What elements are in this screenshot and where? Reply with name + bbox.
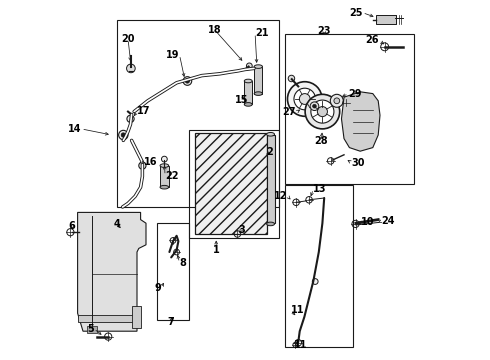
Text: 21: 21 (255, 28, 269, 38)
Text: 20: 20 (121, 34, 135, 44)
Text: 18: 18 (208, 24, 221, 35)
Bar (376, 15, 396, 24)
Circle shape (312, 279, 318, 284)
Text: 7: 7 (168, 317, 174, 327)
Text: 6: 6 (69, 221, 75, 231)
Circle shape (126, 64, 135, 73)
Ellipse shape (160, 164, 169, 167)
Text: 3: 3 (238, 225, 245, 235)
Bar (77, 315, 137, 322)
Circle shape (334, 98, 340, 104)
Bar (189, 130, 279, 238)
Text: 14: 14 (68, 124, 81, 134)
Circle shape (288, 82, 322, 116)
Ellipse shape (245, 103, 252, 106)
Polygon shape (342, 92, 380, 151)
Bar (195, 133, 267, 234)
Text: 9: 9 (154, 283, 161, 293)
Bar (285, 34, 414, 184)
Text: 29: 29 (349, 89, 362, 99)
Circle shape (311, 100, 334, 123)
Text: 13: 13 (314, 184, 327, 194)
Circle shape (310, 102, 319, 111)
Text: 16: 16 (144, 157, 157, 167)
Bar (245, 81, 252, 104)
Circle shape (288, 75, 294, 82)
Circle shape (318, 107, 327, 117)
Text: 11: 11 (294, 340, 308, 350)
Circle shape (299, 94, 310, 104)
Circle shape (119, 130, 128, 140)
Ellipse shape (254, 92, 263, 95)
Ellipse shape (267, 132, 274, 136)
Text: 19: 19 (166, 50, 179, 60)
Circle shape (305, 94, 340, 129)
Bar (267, 135, 274, 223)
Ellipse shape (245, 79, 252, 83)
Bar (157, 223, 189, 320)
Circle shape (121, 133, 125, 137)
Text: 27: 27 (283, 107, 296, 117)
Circle shape (246, 63, 252, 69)
Text: 15: 15 (235, 95, 248, 105)
Text: 5: 5 (87, 324, 94, 334)
Circle shape (313, 104, 316, 108)
Text: 23: 23 (318, 26, 331, 36)
Text: 1: 1 (213, 245, 220, 255)
Text: 26: 26 (366, 35, 379, 45)
Circle shape (162, 156, 167, 162)
Text: 2: 2 (266, 147, 272, 157)
Bar (117, 20, 279, 207)
Circle shape (127, 115, 134, 122)
Bar (160, 166, 169, 187)
Circle shape (183, 77, 192, 85)
Circle shape (294, 88, 316, 110)
Bar (254, 67, 262, 94)
Text: 28: 28 (315, 136, 328, 146)
Text: 10: 10 (361, 217, 374, 228)
Circle shape (139, 162, 146, 169)
Text: 17: 17 (137, 106, 150, 116)
Circle shape (330, 94, 343, 107)
Text: 11: 11 (291, 305, 305, 315)
Text: 4: 4 (114, 219, 121, 229)
Polygon shape (77, 212, 146, 331)
Bar (87, 326, 98, 333)
Bar (285, 185, 353, 347)
Circle shape (185, 79, 190, 83)
Ellipse shape (160, 185, 169, 189)
Text: 22: 22 (165, 171, 178, 181)
Text: 8: 8 (179, 258, 186, 268)
Text: 24: 24 (381, 216, 394, 226)
Bar (132, 306, 141, 328)
Ellipse shape (267, 222, 274, 226)
Text: 30: 30 (351, 158, 365, 168)
Text: 12: 12 (274, 191, 288, 201)
Ellipse shape (254, 65, 263, 68)
Text: 25: 25 (349, 8, 363, 18)
